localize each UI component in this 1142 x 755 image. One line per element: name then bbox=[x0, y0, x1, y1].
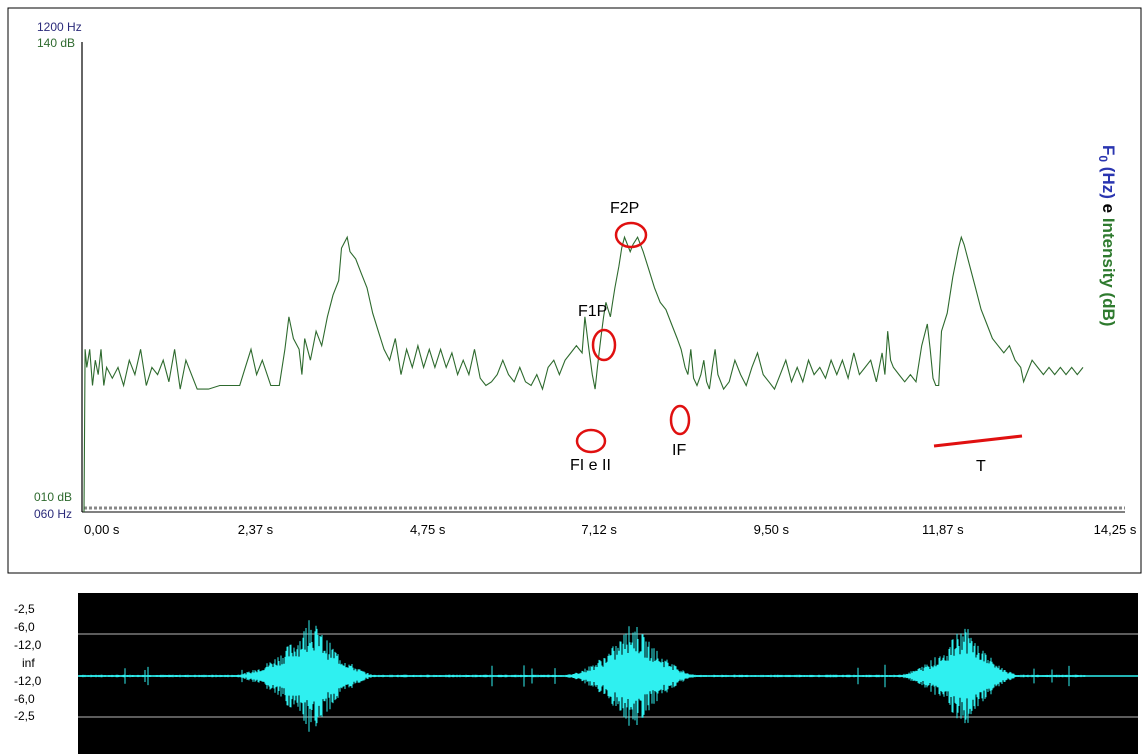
waveform-y-label-1: -6,0 bbox=[14, 620, 35, 634]
waveform-y-label-3: inf bbox=[22, 656, 35, 670]
f1p-marker bbox=[591, 328, 617, 362]
hz-label: (Hz) bbox=[1099, 162, 1118, 199]
if-annotation: IF bbox=[672, 442, 686, 459]
t-annotation: T bbox=[976, 458, 986, 475]
if-marker bbox=[669, 404, 691, 436]
waveform-y-label-6: -2,5 bbox=[14, 709, 35, 723]
waveform-y-label-5: -6,0 bbox=[14, 692, 35, 706]
x-tick-label: 14,25 s bbox=[1094, 522, 1137, 537]
x-tick-label: 9,50 s bbox=[754, 522, 790, 537]
t-segment bbox=[933, 434, 1023, 448]
waveform-signal bbox=[79, 620, 1086, 732]
upper-chart-frame bbox=[7, 7, 1142, 574]
x-tick-label: 7,12 s bbox=[581, 522, 617, 537]
x-tick-label: 0,00 s bbox=[84, 522, 120, 537]
fiell-marker bbox=[575, 428, 607, 454]
f1p-annotation: F1P bbox=[578, 303, 607, 320]
svg-text:F0 (Hz) e Intensity (dB): F0 (Hz) e Intensity (dB) bbox=[1096, 145, 1118, 326]
x-tick-label: 2,37 s bbox=[238, 522, 274, 537]
y-bottom-hz-label: 060 Hz bbox=[34, 507, 72, 521]
x-tick-label: 11,87 s bbox=[922, 522, 964, 537]
y-top-hz-label: 1200 Hz bbox=[37, 20, 82, 34]
intensity-label: Intensity (dB) bbox=[1099, 218, 1118, 327]
waveform-y-label-2: -12,0 bbox=[14, 638, 42, 652]
f2p-marker bbox=[614, 221, 648, 249]
fiell-annotation: FI e II bbox=[570, 457, 611, 474]
waveform-y-label-0: -2,5 bbox=[14, 602, 35, 616]
y-bottom-db-label: 010 dB bbox=[34, 490, 72, 504]
y-top-db-label: 140 dB bbox=[37, 36, 75, 50]
x-tick-label: 4,75 s bbox=[410, 522, 446, 537]
x-tick-labels: 0,00 s 2,37 s 4,75 s 7,12 s 9,50 s 11,87 s 14,… bbox=[84, 522, 1137, 537]
intensity-series-line bbox=[83, 235, 1084, 513]
f0-subscript: 0 bbox=[1096, 155, 1110, 162]
f2p-annotation: F2P bbox=[610, 200, 639, 217]
right-axis-label: F0 (Hz) e Intensity (dB) bbox=[1096, 145, 1118, 326]
f0-label: F bbox=[1099, 145, 1118, 155]
waveform-y-label-4: -12,0 bbox=[14, 674, 42, 688]
and-label: e bbox=[1099, 199, 1118, 218]
